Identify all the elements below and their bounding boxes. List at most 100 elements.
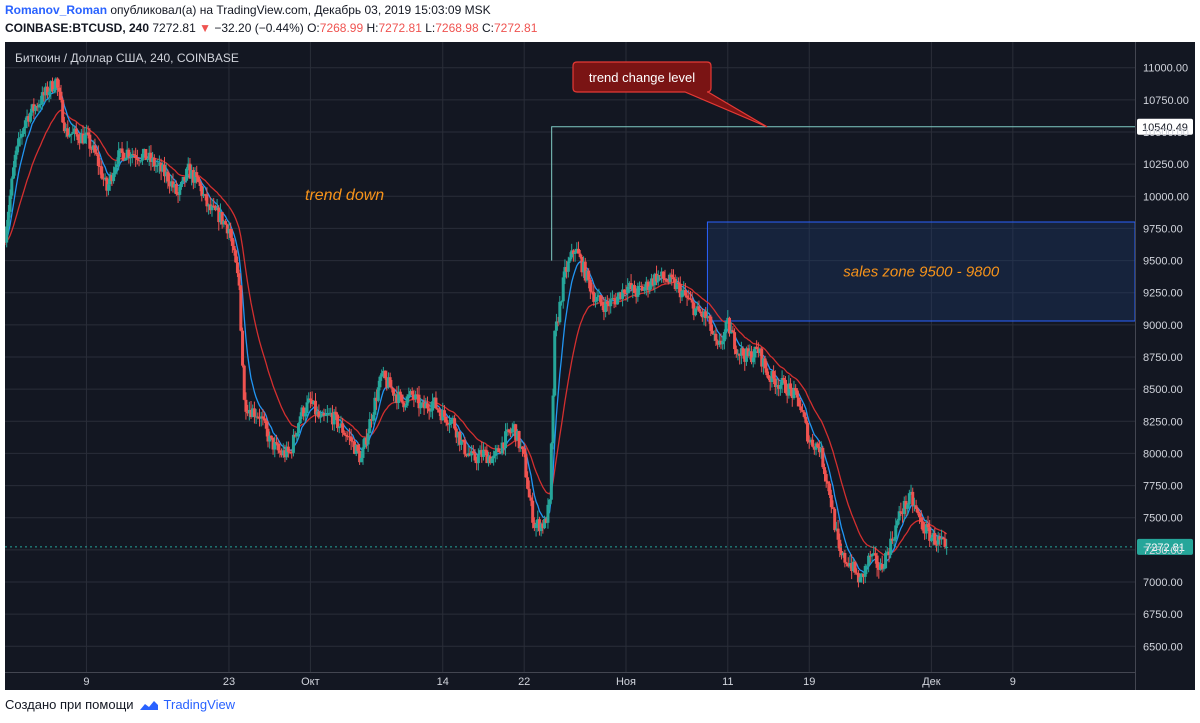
candle-body [15,146,19,155]
candle-body [570,250,574,258]
candle-body [458,431,462,445]
candle-body [397,391,401,403]
candle-body [495,448,499,452]
candle-body [152,157,156,167]
candle-body [210,205,214,211]
candle-body [558,301,562,323]
candle-body [302,407,306,417]
x-tick-label: Дек [922,676,941,688]
candle-body [872,553,876,555]
candle-body [422,402,426,409]
candle-body [571,250,575,254]
candle-body [278,450,282,453]
candle-body [485,450,489,464]
candle-body [797,397,801,407]
candle-body [108,175,112,185]
candle-body [347,436,351,438]
candle-body [862,573,866,577]
candle-body [753,346,757,358]
candle-body [921,521,925,531]
candle-body [865,565,869,567]
candle-body [91,145,95,150]
candle-body [666,281,670,283]
candle-body [560,301,564,303]
candle-body [361,447,365,458]
candle-body [358,450,362,463]
candle-body [252,408,256,417]
candle-body [415,394,419,396]
candle-body [224,221,228,225]
candle-body [298,416,302,424]
y-tick-label: 10500.00 [1143,127,1189,139]
candle-body [519,446,523,449]
candle-body [592,291,596,302]
candle-body [225,224,229,234]
candle-body [249,409,253,418]
candle-body [32,104,36,111]
candle-body [777,385,781,389]
candle-body [629,282,633,290]
x-tick-label: 19 [803,676,815,688]
candle-body [614,299,618,305]
candle-body [648,286,652,291]
candle-body [45,86,49,96]
candle-body [115,164,119,168]
candle-body [93,145,97,153]
candle-body [470,451,474,456]
candle-body [845,562,849,564]
candle-body [492,455,496,459]
candle-body [329,412,333,414]
candle-body [923,530,927,534]
candle-body [799,406,803,411]
candle-body [843,552,847,563]
candle-body [878,564,882,570]
candle-body [307,398,311,403]
candle-body [42,92,46,96]
candle-body [907,493,911,505]
candle-body [692,302,696,316]
trend-level-price-tag [1137,118,1193,135]
candle-body [110,175,114,182]
candle-body [700,313,704,318]
candle-body [54,78,58,90]
candle-body [337,426,341,429]
candle-body [823,467,827,475]
candle-body [817,447,821,453]
candle-body [783,379,787,393]
candle-body [877,567,881,570]
candle-body [312,400,316,404]
candle-body [605,301,609,304]
candle-body [188,163,192,179]
chart-frame[interactable]: sales zone 9500 - 9800 10540.49 trend cha… [5,42,1195,690]
candle-body [895,520,899,526]
author-name[interactable]: Romanov_Roman [5,3,108,17]
candle-body [79,133,83,144]
candle-body [514,424,518,441]
candle-body [144,149,148,161]
candle-body [819,447,823,453]
tradingview-brand[interactable]: TradingView [163,697,236,712]
candle-body [5,226,9,243]
candle-body [858,577,862,583]
candle-body [293,434,297,437]
candle-body [149,152,153,162]
candle-body [848,563,852,567]
candle-body [850,563,854,572]
candle-body [212,205,216,207]
candle-body [57,87,61,92]
candle-body [863,565,867,577]
price-chart[interactable]: sales zone 9500 - 9800 10540.49 trend cha… [5,42,1195,690]
candle-body [770,371,774,382]
candle-body [39,103,43,105]
y-tick-label: 8000.00 [1143,448,1183,460]
candle-body [62,122,66,132]
candle-body [812,446,816,450]
candle-body [846,563,850,567]
candle-body [86,132,90,135]
candle-body [456,431,460,438]
candle-body [721,341,725,345]
candle-body [626,286,630,294]
y-tick-label: 8250.00 [1143,416,1183,428]
candle-body [259,416,263,419]
candle-body [242,365,246,400]
